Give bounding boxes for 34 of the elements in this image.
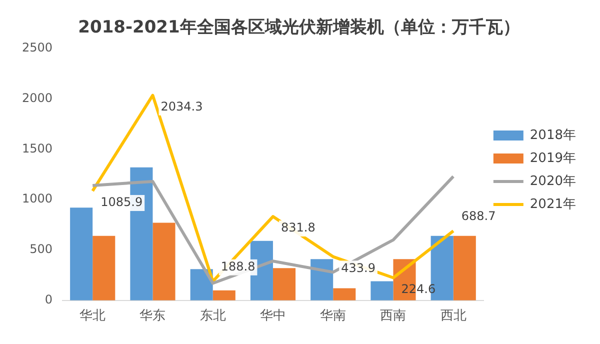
y-tick-label: 2500: [22, 40, 53, 55]
bar: [453, 236, 476, 300]
bar: [70, 208, 93, 300]
bar: [92, 236, 116, 300]
legend-label: 2018年: [530, 128, 576, 143]
chart-title: 2018-2021年全国各区域光伏新增装机（单位：万千瓦）: [78, 18, 520, 38]
x-tick-label: 西南: [380, 308, 406, 324]
bar: [370, 281, 394, 300]
bar: [272, 268, 296, 300]
data-label: 2034.3: [160, 99, 203, 114]
data-label: 831.8: [280, 220, 316, 235]
x-tick-label: 华南: [320, 308, 346, 324]
x-tick-label: 西北: [440, 308, 466, 324]
data-label: 433.9: [341, 260, 376, 275]
bar: [310, 259, 334, 300]
legend-label: 2019年: [530, 150, 576, 166]
x-tick-label: 华北: [80, 308, 106, 324]
y-tick-label: 0: [44, 292, 53, 307]
x-tick-label: 华中: [260, 308, 286, 324]
x-tick-label: 华东: [140, 308, 166, 324]
bar: [212, 290, 236, 300]
y-tick-label: 1500: [22, 141, 53, 156]
data-label: 224.6: [401, 282, 436, 296]
y-tick-label: 2000: [22, 90, 53, 105]
data-label: 188.8: [220, 259, 256, 274]
y-tick-label: 1000: [22, 192, 53, 206]
y-tick-label: 500: [30, 242, 53, 256]
data-label: 688.7: [461, 209, 496, 224]
legend-label: 2020年: [530, 174, 576, 189]
data-label: 1085.9: [100, 195, 143, 210]
bar: [152, 222, 176, 300]
x-tick-label: 东北: [200, 308, 226, 324]
legend-label: 2021年: [530, 196, 576, 212]
bar: [333, 288, 356, 300]
